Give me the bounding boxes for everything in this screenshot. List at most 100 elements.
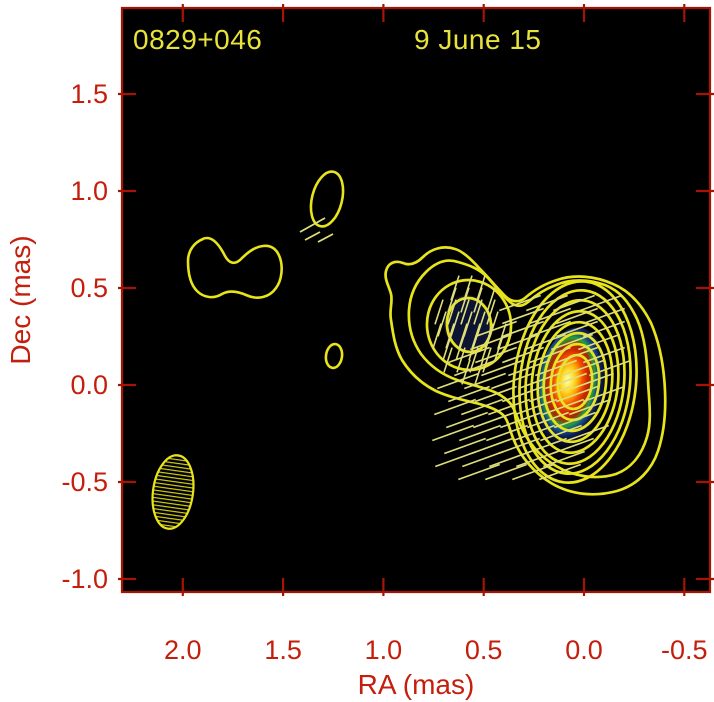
core-polarization-tick [580, 294, 622, 312]
knot-polarization-tick [486, 287, 496, 313]
core-polarization-tick [459, 424, 501, 442]
knot-polarization-tick [486, 299, 496, 325]
core-contour-ring-7 [518, 288, 632, 476]
core-polarization-tick [481, 359, 523, 377]
core-polarization-tick [569, 398, 611, 416]
core-polarization-tick [502, 385, 544, 403]
core-polarization-tick [502, 346, 544, 364]
knot-polarization-tick [432, 323, 442, 349]
core-polarization-tick [526, 294, 568, 312]
core-polarization-tick [556, 346, 598, 364]
knot-polarization-tick [456, 347, 466, 373]
core-polarization-tick [589, 359, 631, 377]
core-polarization-tick [542, 398, 584, 416]
knot-polarization-tick [443, 347, 453, 373]
core-polarization-tick [473, 411, 515, 429]
core-polarization-tick [491, 372, 533, 390]
core-contour-ring-4 [536, 320, 614, 444]
core-polarization-tick [444, 437, 486, 455]
x-tick-label-1.5: 1.5 [264, 635, 302, 665]
knot-polarization-tick [445, 323, 455, 349]
knot-polarization-tick [458, 323, 468, 349]
core-polarization-tick [529, 307, 571, 325]
knot-polarization-tick [474, 359, 484, 385]
core-polarization-tick [562, 359, 604, 377]
core-polarization-tick [578, 333, 620, 351]
core-polarization-tick [583, 385, 625, 403]
core-polarization-tick [572, 372, 614, 390]
core-polarization-tick [437, 372, 479, 390]
y-tick-label--1.0: -1.0 [61, 564, 108, 594]
core-polarization-tick [458, 463, 500, 481]
core-polarization-tick [554, 411, 596, 429]
core-polarization-tick [567, 424, 609, 442]
knot-polarization-tick [484, 323, 494, 349]
x-tick-label-0.0: 0.0 [565, 635, 603, 665]
knot-polarization-tick [460, 299, 470, 325]
knot-polarization-tick [494, 335, 504, 361]
x-tick-label-1.0: 1.0 [364, 635, 403, 665]
outer-knot-contour [309, 170, 345, 228]
core-polarization-tick [448, 385, 490, 403]
core-polarization-tick [583, 320, 625, 338]
core-polarization-tick [462, 450, 504, 468]
knot-polarization-tick [450, 275, 460, 301]
core-polarization-tick [502, 307, 544, 325]
knot-polarization-tick [447, 287, 457, 313]
core-polarization-tick [475, 385, 517, 403]
core-polarization-tick [470, 333, 512, 351]
core-polarization-tick [464, 372, 506, 390]
core-polarization-tick [551, 333, 593, 351]
core-polarization-tick [435, 450, 477, 468]
core-polarization-tick [556, 320, 598, 338]
core-polarization-tick [518, 372, 560, 390]
core-polarization-tick [516, 450, 558, 468]
knot-polarization-tick [489, 311, 499, 337]
knot-polarization-tick [473, 299, 483, 325]
knot-polarization-tick [468, 335, 478, 361]
core-polarization-tick [545, 372, 587, 390]
knot-polarization-tick [460, 287, 470, 313]
epoch-date-label: 9 June 15 [414, 24, 542, 55]
core-polarization-tick [553, 294, 595, 312]
core-polarization-tick [525, 437, 567, 455]
knot-polarization-tick [476, 275, 486, 301]
knot-polarization-tick [497, 323, 507, 349]
core-polarization-tick [432, 424, 474, 442]
y-tick-label-0.5: 0.5 [70, 273, 108, 303]
y-tick-label--0.5: -0.5 [61, 467, 108, 497]
core-contour-ring-5 [530, 309, 620, 455]
knot-polarization-tick [463, 275, 473, 301]
knot-polarization-tick [450, 311, 460, 337]
core-polarization-tick [529, 385, 571, 403]
knot-polarization-tick [471, 323, 481, 349]
core-polarization-tick [583, 346, 625, 364]
core-polarization-tick [498, 437, 540, 455]
core-polarization-tick [461, 398, 503, 416]
knot-polarization-tick [473, 287, 483, 313]
core-polarization-tick [446, 411, 488, 429]
source-name-label: 0829+046 [133, 24, 263, 55]
plot-frame [120, 6, 712, 594]
knot-polarization-tick [469, 347, 479, 373]
knot-polarization-tick [455, 335, 465, 361]
core-polarization-tick [508, 359, 550, 377]
core-polarization-tick [512, 463, 554, 481]
x-tick-label--0.5: -0.5 [661, 635, 708, 665]
core-polarization-tick [515, 398, 557, 416]
core-polarization-tick [500, 411, 542, 429]
knot-polarization-tick [482, 347, 492, 373]
knot-polarization-tick [461, 359, 471, 385]
core-polarization-tick [524, 333, 566, 351]
core-polarization-tick [488, 398, 530, 416]
y-tick-label-0.0: 0.0 [70, 370, 108, 400]
core-polarization-tick [497, 333, 539, 351]
knot-polarization-tick [437, 311, 447, 337]
core-contour-ring-2 [549, 342, 601, 422]
core-polarization-tick [485, 463, 527, 481]
core-polarization-tick [540, 424, 582, 442]
knot-polarization-tick [481, 335, 491, 361]
outer-contour-level2 [407, 259, 652, 479]
core-polarization-tick [529, 346, 571, 364]
